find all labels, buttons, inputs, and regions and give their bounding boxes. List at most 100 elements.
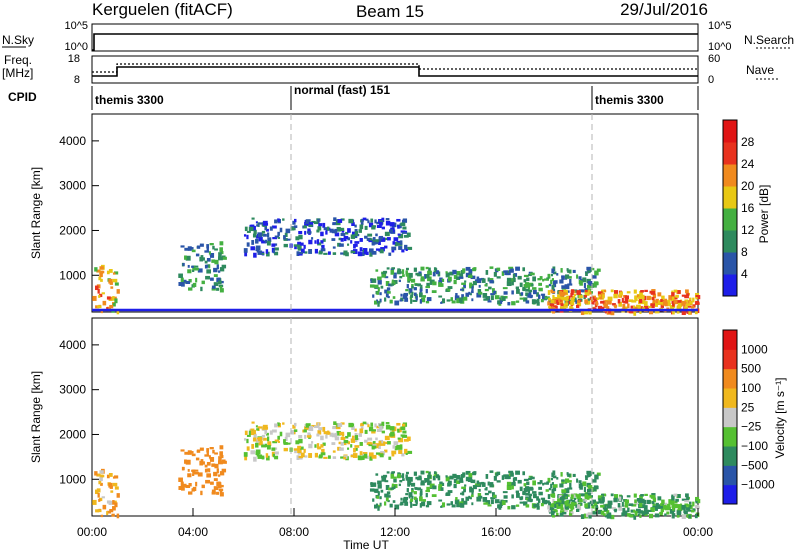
power-echo-cell <box>573 298 577 303</box>
velocity-echo-cell <box>325 434 328 439</box>
power-echo-cell <box>564 302 569 306</box>
colorbar-segment <box>723 407 737 428</box>
power-echo-cell <box>303 244 306 249</box>
colorbar-segment <box>723 230 737 253</box>
velocity-echo-cell <box>681 514 686 519</box>
velocity-echo-cell <box>354 445 360 448</box>
velocity-echo-cell <box>329 432 334 437</box>
velocity-echo-cell <box>624 503 629 508</box>
velocity-echo-cell <box>560 507 564 511</box>
power-echo-cell <box>391 248 395 253</box>
power-echo-cell <box>439 277 443 281</box>
velocity-echo-cell <box>551 482 554 485</box>
power-echo-cell <box>317 242 322 246</box>
power-echo-cell <box>547 273 551 279</box>
velocity-echo-cell <box>463 488 466 493</box>
velocity-echo-cell <box>246 438 249 444</box>
freq-label-line2: [MHz] <box>2 66 33 80</box>
velocity-echo-cell <box>381 478 386 482</box>
power-echo-cell <box>360 221 364 226</box>
power-echo-cell <box>252 233 257 238</box>
velocity-echo-cell <box>411 489 414 493</box>
power-echo-cell <box>528 291 532 294</box>
velocity-echo-cell <box>685 493 689 498</box>
power-echo-cell <box>253 252 257 258</box>
power-echo-cell <box>283 235 286 240</box>
power-echo-cell <box>292 220 296 225</box>
power-echo-cell <box>676 309 680 314</box>
velocity-echo-cell <box>341 433 345 437</box>
velocity-echo-cell <box>667 506 671 511</box>
velocity-echo-cell <box>550 511 555 517</box>
velocity-echo-cell <box>400 426 406 431</box>
colorbar-tick-label: 12 <box>741 223 755 237</box>
power-echo-cell <box>372 237 376 240</box>
velocity-echo-cell <box>305 423 311 428</box>
power-echo-cell <box>606 306 610 311</box>
power-echo-cell <box>422 295 426 298</box>
power-echo-cell <box>644 305 649 311</box>
velocity-echo-cell <box>216 481 221 487</box>
power-echo-cell <box>219 286 223 290</box>
velocity-echo-cell <box>608 512 612 518</box>
velocity-echo-cell <box>213 471 218 477</box>
power-echo-cell <box>386 267 390 270</box>
power-echo-cell <box>527 286 531 290</box>
velocity-echo-cell <box>425 478 430 483</box>
power-echo-cell <box>556 273 559 276</box>
power-echo-cell <box>377 276 382 281</box>
power-echo-cell <box>577 300 581 304</box>
velocity-echo-cell <box>578 480 582 484</box>
power-echo-cell <box>597 305 603 311</box>
power-echo-cell <box>692 297 695 303</box>
velocity-echo-cell <box>266 455 270 461</box>
velocity-echo-cell <box>592 479 597 483</box>
power-echo-cell <box>296 251 300 257</box>
velocity-echo-cell <box>380 439 384 444</box>
velocity-echo-cell <box>381 421 385 427</box>
velocity-echo-cell <box>327 430 330 435</box>
velocity-echo-cell <box>404 501 409 506</box>
velocity-echo-cell <box>375 452 381 455</box>
velocity-echo-cell <box>484 488 488 491</box>
power-echo-cell <box>533 289 537 295</box>
power-echo-cell <box>476 276 480 281</box>
cpid-label: CPID <box>8 90 37 104</box>
power-echo-cell <box>290 226 295 231</box>
power-echo-cell <box>339 227 345 231</box>
power-echo-cell <box>550 279 553 285</box>
time-axis: 00:00 04:00 08:00 12:00 16:00 20:00 00:00 <box>77 508 713 539</box>
colorbar-tick-label: 1000 <box>741 342 768 356</box>
power-echo-cell <box>523 297 528 302</box>
velocity-echo-cell <box>513 481 516 487</box>
power-echo-cell <box>372 240 377 243</box>
velocity-echo-cell <box>465 470 471 475</box>
velocity-echo-cell <box>182 467 185 470</box>
nsearch-label: N.Search <box>744 33 794 47</box>
power-echo-cell <box>298 251 304 255</box>
velocity-echo-cell <box>294 450 297 454</box>
power-echo-cell <box>305 219 311 224</box>
power-echo-cell <box>106 270 110 275</box>
power-echo-cell <box>596 268 601 272</box>
velocity-echo-cell <box>655 506 658 511</box>
velocity-echo-cell <box>695 499 701 504</box>
velocity-echo-cell <box>377 480 382 485</box>
velocity-echo-cell <box>384 449 388 453</box>
power-echo-cell <box>559 296 565 301</box>
power-echo-cell <box>519 282 523 288</box>
velocity-echo-cell <box>374 443 379 447</box>
velocity-echo-cell <box>585 493 588 497</box>
power-echo-cell <box>493 290 497 294</box>
power-echo-cell <box>461 294 464 299</box>
power-echo-cell <box>654 309 660 314</box>
velocity-echo-cell <box>432 476 436 481</box>
velocity-echo-cell <box>510 472 514 477</box>
velocity-echo-cell <box>282 422 285 425</box>
power-echo-cell <box>511 278 516 282</box>
colorbar-tick-label: 500 <box>741 362 761 376</box>
power-echo-cell <box>674 297 678 300</box>
velocity-echo-cell <box>332 456 337 459</box>
power-echo-cell <box>531 283 534 287</box>
velocity-echo-cell <box>652 497 657 503</box>
